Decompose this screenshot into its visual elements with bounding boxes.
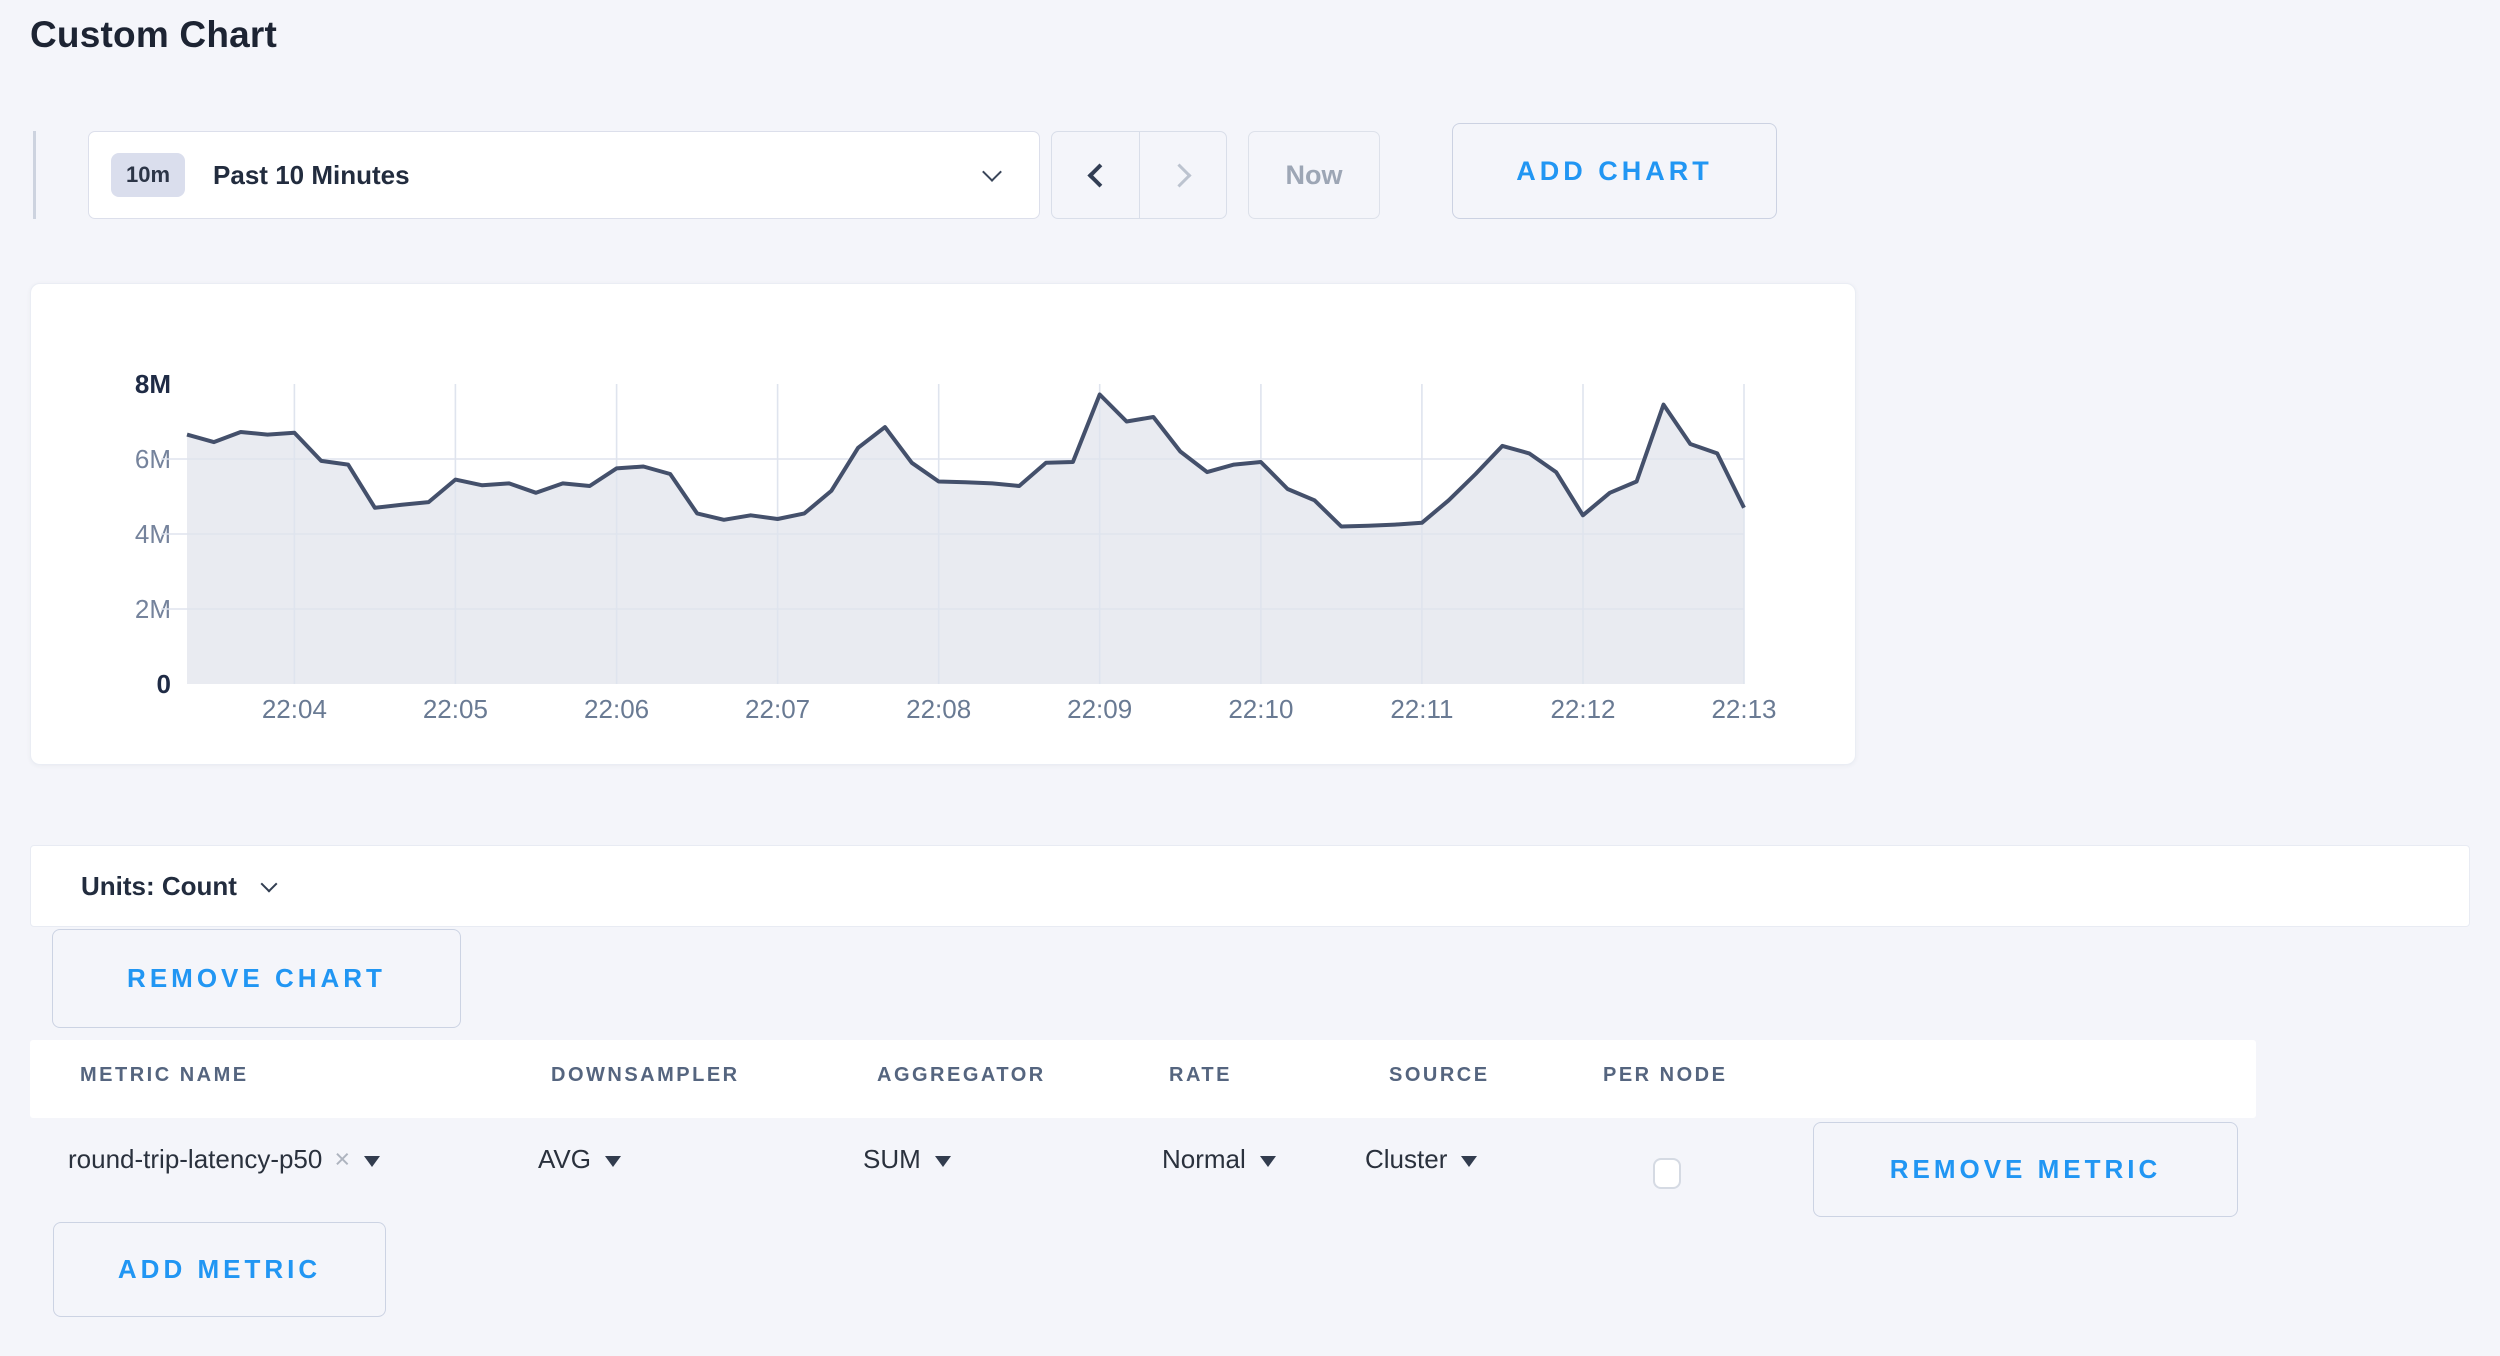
metric-row: round-trip-latency-p50 × AVG SUM Normal … (0, 1118, 2500, 1222)
col-header-source: SOURCE (1389, 1064, 1490, 1086)
units-label: Units: Count (81, 870, 237, 901)
x-axis-label: 22:13 (1711, 694, 1777, 724)
x-axis-label: 22:08 (906, 694, 972, 724)
rate-value: Normal (1162, 1144, 1246, 1174)
aggregator-value: SUM (863, 1144, 921, 1174)
caret-down-icon (934, 1156, 951, 1167)
time-range-dropdown[interactable]: 10m Past 10 Minutes (88, 131, 1040, 219)
area-chart-svg (161, 384, 1746, 684)
y-axis-labels: 8M 6M 4M 2M 0 (31, 284, 171, 764)
x-axis-label: 22:07 (745, 694, 811, 724)
x-axis-label: 22:05 (422, 694, 488, 724)
add-metric-button[interactable]: ADD METRIC (53, 1222, 386, 1317)
chevron-left-icon (1087, 162, 1112, 188)
y-axis-label: 2M (134, 594, 171, 624)
col-header-downsampler: DOWNSAMPLER (551, 1064, 740, 1086)
time-range-badge: 10m (111, 153, 186, 197)
time-range-label: Past 10 Minutes (213, 159, 410, 190)
toolbar-divider (33, 131, 36, 219)
y-axis-label: 6M (134, 444, 171, 474)
series-area-fill (187, 394, 1744, 684)
x-axis-label: 22:11 (1390, 694, 1454, 724)
units-dropdown[interactable]: Units: Count (30, 845, 2470, 927)
caret-down-icon (1259, 1156, 1276, 1167)
caret-down-icon (604, 1156, 621, 1167)
series-line (186, 392, 1746, 529)
now-button[interactable]: Now (1248, 131, 1380, 219)
time-pager (1051, 131, 1227, 219)
clear-metric-x-icon[interactable]: × (334, 1144, 351, 1174)
x-axis-labels: 22:04 22:05 22:06 22:07 22:08 22:09 22:10 22:11… (187, 694, 1777, 726)
aggregator-select[interactable]: SUM (863, 1144, 951, 1175)
page-title: Custom Chart (30, 14, 278, 55)
x-axis-label: 22:12 (1550, 694, 1616, 724)
downsampler-select[interactable]: AVG (538, 1144, 621, 1175)
col-header-rate: RATE (1169, 1064, 1232, 1086)
col-header-aggregator: AGGREGATOR (877, 1064, 1046, 1086)
area-chart-plot[interactable] (161, 384, 1746, 684)
caret-down-icon (1461, 1156, 1478, 1167)
y-axis-label: 0 (156, 669, 171, 699)
caret-down-icon (364, 1156, 381, 1167)
per-node-checkbox[interactable] (1653, 1158, 1681, 1189)
remove-metric-button[interactable]: REMOVE METRIC (1813, 1122, 2238, 1217)
rate-select[interactable]: Normal (1162, 1144, 1276, 1175)
chevron-down-icon (982, 162, 1002, 182)
chart-card: 8M 6M 4M 2M 0 22:04 22:05 22:06 22:07 22:08 22:09… (30, 283, 1856, 765)
metrics-table-header: METRIC NAME DOWNSAMPLER AGGREGATOR RATE … (30, 1040, 2256, 1118)
next-time-button[interactable] (1139, 132, 1226, 218)
col-header-per-node: PER NODE (1603, 1064, 1728, 1086)
col-header-metric-name: METRIC NAME (80, 1064, 249, 1086)
metric-name-value: round-trip-latency-p50 (68, 1144, 323, 1174)
x-axis-label: 22:10 (1228, 694, 1294, 724)
add-chart-button[interactable]: ADD CHART (1452, 123, 1777, 219)
y-axis-label: 4M (134, 519, 171, 549)
chevron-down-icon (260, 875, 278, 892)
metric-name-select[interactable]: round-trip-latency-p50 × (68, 1144, 381, 1175)
source-value: Cluster (1365, 1144, 1448, 1174)
x-axis-label: 22:06 (584, 694, 650, 724)
y-axis-label: 8M (134, 369, 171, 399)
downsampler-value: AVG (538, 1144, 591, 1174)
source-select[interactable]: Cluster (1365, 1144, 1478, 1175)
remove-chart-button[interactable]: REMOVE CHART (52, 929, 461, 1028)
prev-time-button[interactable] (1052, 132, 1139, 218)
x-axis-label: 22:04 (261, 694, 327, 724)
chevron-right-icon (1166, 162, 1192, 188)
x-axis-label: 22:09 (1067, 694, 1133, 724)
